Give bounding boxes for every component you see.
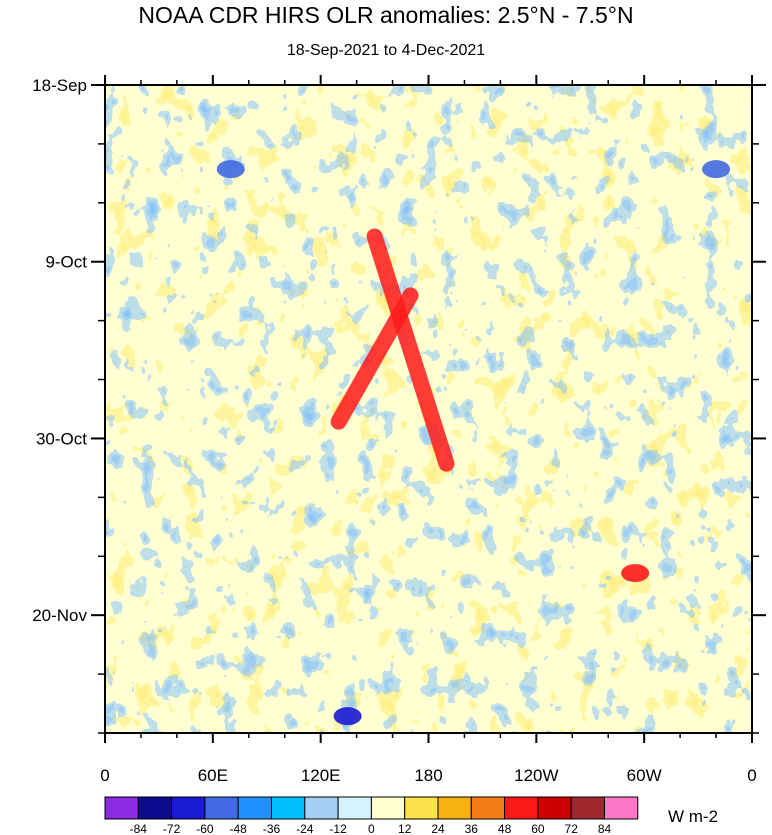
x-tick-label: 60E — [198, 766, 228, 785]
colorbar-box — [437, 796, 472, 820]
colorbar-label: 36 — [465, 822, 479, 835]
y-tick-label: 9-Oct — [45, 253, 87, 272]
colorbar-box — [171, 796, 206, 820]
colorbar-label: 0 — [368, 822, 375, 835]
colorbar-box — [204, 796, 239, 820]
colorbar-box — [237, 796, 272, 820]
anomaly-cluster-2 — [216, 160, 245, 179]
colorbar-label: 12 — [398, 822, 412, 835]
x-tick-label: 180 — [414, 766, 442, 785]
anomaly-cluster-4 — [621, 564, 650, 583]
chart-title: NOAA CDR HIRS OLR anomalies: 2.5°N - 7.5… — [138, 2, 634, 28]
colorbar-label: -12 — [329, 822, 347, 835]
colorbar-label: 24 — [431, 822, 445, 835]
colorbar-label: -84 — [130, 822, 148, 835]
anomaly-cluster-3 — [333, 707, 362, 726]
y-tick-label: 30-Oct — [36, 429, 87, 448]
colorbar-label: -36 — [263, 822, 281, 835]
y-tick-label: 20-Nov — [32, 606, 87, 625]
anomaly-band-0 — [366, 228, 455, 472]
colorbar-label: 84 — [598, 822, 612, 835]
x-tick-label: 60W — [627, 766, 662, 785]
colorbar-box — [537, 796, 572, 820]
anomaly-field — [105, 85, 752, 733]
x-tick-label: 0 — [100, 766, 109, 785]
x-tick-label: 120W — [514, 766, 558, 785]
anomaly-band-1 — [330, 287, 419, 430]
colorbar-label: 72 — [565, 822, 579, 835]
colorbar-box — [370, 796, 406, 820]
chart-subtitle: 18-Sep-2021 to 4-Dec-2021 — [286, 42, 486, 59]
colorbar-box — [104, 796, 139, 820]
colorbar-box — [304, 796, 339, 820]
colorbar-label: 60 — [531, 822, 545, 835]
colorbar-box — [271, 796, 306, 820]
colorbar-box — [570, 796, 606, 820]
colorbar-box — [137, 796, 173, 820]
colorbar-label: 48 — [498, 822, 512, 835]
colorbar-label: -48 — [230, 822, 248, 835]
colorbar-box — [337, 796, 372, 820]
colorbar: -84 -72 -60 -48 -36 -24 -12 0 12 24 36 48 60 72 84 — [104, 796, 639, 835]
x-tick-label: 0 — [747, 766, 756, 785]
anomaly-cluster-5 — [702, 160, 731, 179]
y-tick-label: 18-Sep — [32, 76, 87, 95]
units-label: W m-2 — [668, 807, 719, 826]
colorbar-box — [404, 796, 439, 820]
colorbar-label: -60 — [196, 822, 214, 835]
colorbar-label: -72 — [163, 822, 181, 835]
colorbar-label: -24 — [296, 822, 314, 835]
colorbar-box — [470, 796, 506, 820]
colorbar-box — [504, 796, 539, 820]
x-tick-label: 120E — [301, 766, 341, 785]
colorbar-box — [604, 796, 639, 820]
